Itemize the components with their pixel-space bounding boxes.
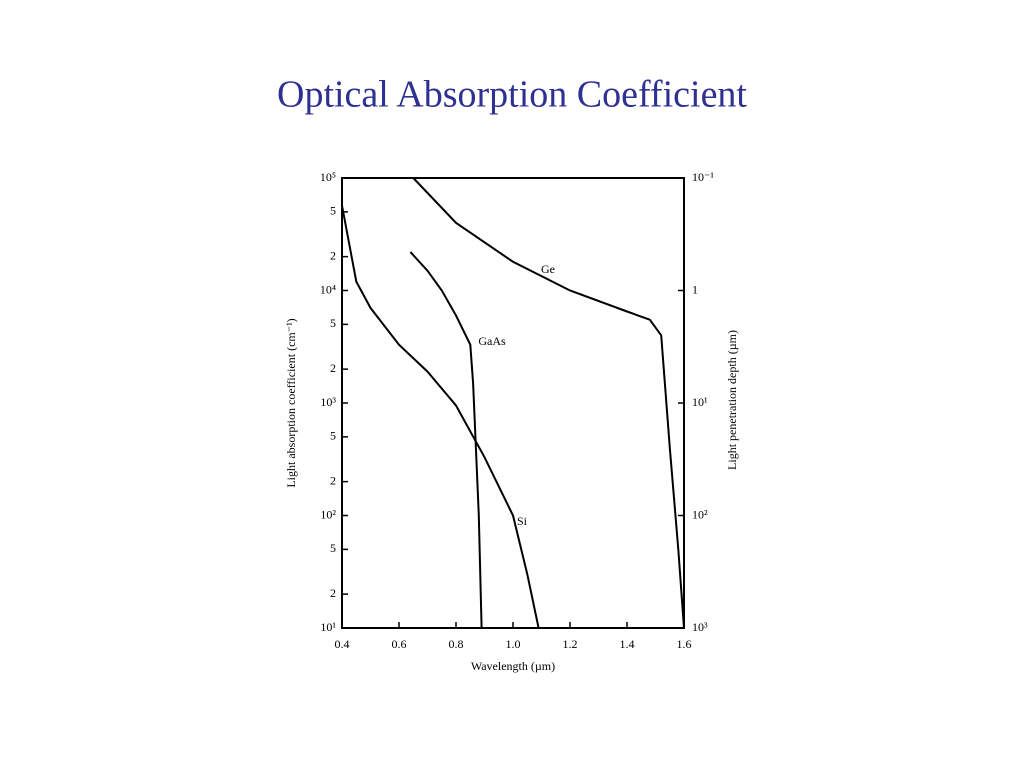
y-tick-label: 10¹ — [320, 620, 336, 634]
y2-tick-label: 10⁻¹ — [692, 170, 714, 184]
x-tick-label: 1.0 — [506, 637, 521, 651]
y-tick-label: 10⁵ — [320, 170, 336, 184]
y-tick-label: 10² — [320, 507, 336, 521]
y-tick-label: 2 — [330, 586, 336, 600]
series-label: GaAs — [478, 334, 506, 348]
series-line — [341, 205, 540, 629]
x-tick-label: 0.4 — [335, 637, 350, 651]
x-tick-label: 1.6 — [677, 637, 692, 651]
y2-tick-label: 1 — [692, 282, 698, 296]
x-tick-label: 1.4 — [620, 637, 635, 651]
y2-axis-label: Light penetration depth (µm) — [725, 330, 739, 470]
y-tick-label: 5 — [330, 541, 336, 555]
y-tick-label: 2 — [330, 361, 336, 375]
y2-tick-label: 10² — [692, 507, 708, 521]
slide-title: Optical Absorption Coefficient — [277, 74, 747, 116]
x-axis-label: Wavelength (µm) — [471, 659, 555, 673]
series-label: Ge — [541, 262, 555, 276]
series-line — [409, 251, 483, 629]
y2-tick-label: 10¹ — [692, 395, 708, 409]
y-tick-label: 2 — [330, 473, 336, 487]
y-tick-label: 10⁴ — [320, 282, 336, 296]
plot-frame — [341, 177, 685, 629]
x-tick-label: 1.2 — [563, 637, 578, 651]
y2-tick-label: 10³ — [692, 620, 708, 634]
y-tick-label: 5 — [330, 204, 336, 218]
series-label: Si — [517, 514, 528, 528]
y-axis-label: Light absorption coefficient (cm⁻¹) — [284, 318, 298, 487]
y-tick-label: 5 — [330, 429, 336, 443]
x-tick-label: 0.6 — [392, 637, 407, 651]
y-tick-label: 2 — [330, 248, 336, 262]
series-line — [412, 177, 685, 629]
x-tick-label: 0.8 — [449, 637, 464, 651]
y-tick-label: 5 — [330, 316, 336, 330]
y-tick-label: 10³ — [320, 395, 336, 409]
